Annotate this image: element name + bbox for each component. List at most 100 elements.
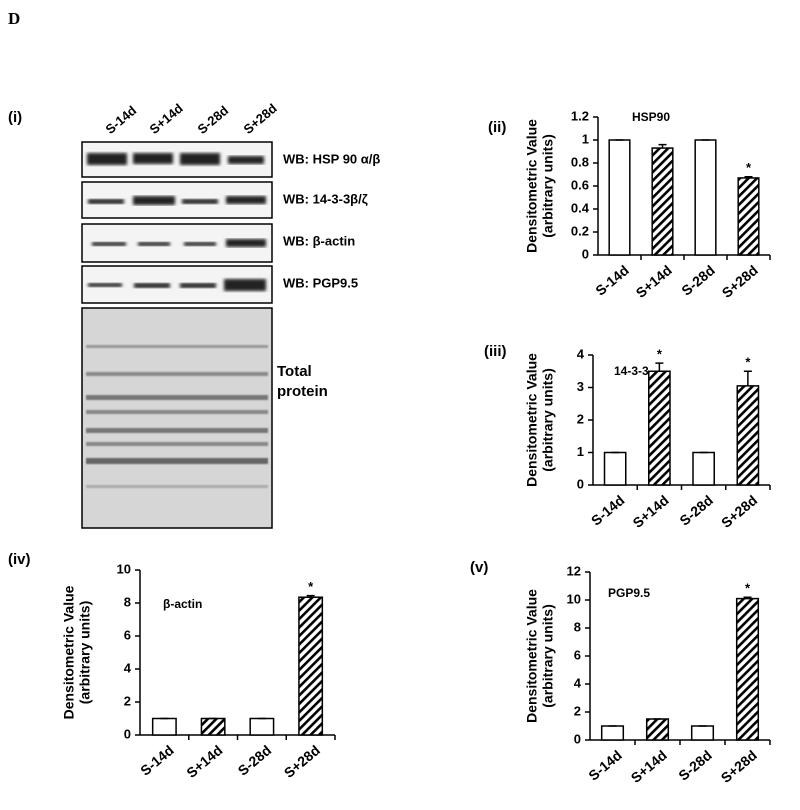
error-bar	[744, 176, 753, 178]
y-axis-label: Densitometric Value	[524, 589, 540, 723]
x-tick-label: S-28d	[676, 492, 715, 529]
significance-marker: *	[657, 347, 663, 362]
bar	[608, 139, 631, 256]
y-tick-label: 0.2	[571, 223, 589, 238]
y-axis-label: Densitometric Value	[524, 119, 540, 253]
error-bar	[743, 370, 752, 386]
chart-title: HSP90	[632, 110, 670, 124]
total-protein-bands	[86, 345, 268, 488]
y-tick-label: 0.8	[571, 154, 589, 169]
error-bar	[306, 594, 315, 598]
y-tick-label: 3	[577, 379, 584, 394]
bar	[651, 147, 674, 256]
lane-labels: S-14d S+14d S-28d S+28d	[102, 101, 279, 137]
band	[138, 242, 170, 246]
band	[134, 283, 170, 288]
bar	[694, 139, 717, 256]
x-tick-label: S-14d	[588, 492, 627, 529]
x-tick-label: S+28d	[281, 742, 323, 781]
band	[226, 239, 266, 247]
blot-row-label: WB: HSP 90 α/β	[283, 151, 380, 166]
y-axis-label: (arbitrary units)	[540, 368, 556, 471]
panel-label: (ii)	[488, 119, 506, 136]
y-tick-label: 0.6	[571, 177, 589, 192]
x-tick-label: S+28d	[718, 492, 760, 531]
x-tick-label: S+28d	[718, 747, 760, 786]
band	[226, 196, 266, 204]
y-tick-label: 1	[582, 131, 589, 146]
band	[87, 153, 127, 165]
band	[92, 242, 126, 246]
x-tick-label: S+14d	[628, 747, 670, 786]
bar	[735, 597, 760, 741]
x-tick-label: S-28d	[235, 742, 274, 779]
x-tick-label: S+14d	[183, 742, 225, 781]
total-protein-label: protein	[277, 383, 328, 400]
y-tick-label: 0	[574, 731, 581, 746]
y-axis-label: (arbitrary units)	[77, 601, 93, 704]
y-tick-label: 8	[124, 594, 131, 609]
chart-title: PGP9.5	[608, 586, 650, 600]
y-tick-label: 10	[567, 591, 581, 606]
y-tick-label: 12	[567, 563, 581, 578]
y-tick-label: 1	[577, 444, 584, 459]
significance-marker: *	[308, 579, 314, 594]
y-tick-label: 8	[574, 619, 581, 634]
y-tick-label: 2	[574, 703, 581, 718]
y-tick-label: 0	[582, 246, 589, 261]
band	[228, 156, 264, 164]
y-axis-label: (arbitrary units)	[540, 134, 556, 237]
panel-label: (iv)	[8, 551, 31, 568]
band	[88, 199, 124, 204]
blot-row-label: WB: PGP9.5	[283, 275, 358, 290]
band	[88, 283, 122, 287]
x-tick-label: S-14d	[592, 262, 631, 299]
bar	[648, 370, 671, 486]
bar	[603, 451, 627, 486]
chart-title: 14-3-3	[614, 364, 649, 378]
y-tick-label: 0.4	[571, 200, 590, 215]
panel-label: (iii)	[484, 343, 507, 360]
panel-label: (i)	[8, 109, 22, 126]
y-tick-label: 10	[117, 561, 131, 576]
chart-title: β-actin	[163, 597, 202, 611]
band	[133, 196, 175, 205]
y-tick-label: 0	[577, 476, 584, 491]
x-tick-label: S+14d	[633, 262, 675, 301]
bar	[737, 177, 760, 256]
x-tick-label: S-14d	[585, 747, 624, 784]
blot-row-label: WB: β-actin	[283, 233, 355, 248]
y-tick-label: 2	[577, 411, 584, 426]
x-tick-label: S+28d	[719, 262, 761, 301]
total-protein-box	[81, 307, 273, 529]
y-tick-label: 2	[124, 693, 131, 708]
y-axis-label: Densitometric Value	[61, 585, 77, 719]
y-tick-label: 6	[124, 627, 131, 642]
significance-marker: *	[745, 581, 751, 596]
y-tick-label: 6	[574, 647, 581, 662]
bar	[692, 451, 715, 486]
total-protein-label: Total	[277, 363, 312, 380]
lane-label: S+28d	[240, 101, 279, 137]
band	[224, 279, 266, 291]
lane-label: S+14d	[146, 101, 185, 137]
band	[182, 199, 218, 204]
error-bar	[658, 143, 667, 149]
y-tick-label: 4	[577, 346, 585, 361]
x-tick-label: S-28d	[675, 747, 714, 784]
bar	[151, 717, 177, 736]
y-tick-label: 0	[124, 726, 131, 741]
x-tick-label: S-28d	[678, 262, 717, 299]
y-tick-label: 1.2	[571, 108, 589, 123]
band	[184, 242, 216, 246]
bar	[600, 725, 625, 741]
blot-row-label: WB: 14-3-3β/ζ	[283, 191, 368, 206]
y-axis-label: Densitometric Value	[524, 353, 540, 487]
y-tick-label: 4	[574, 675, 582, 690]
x-tick-label: S+14d	[630, 492, 672, 531]
x-tick-label: S-14d	[137, 742, 176, 779]
bar	[298, 596, 324, 736]
lane-label: S-14d	[102, 103, 139, 137]
significance-marker: *	[745, 355, 751, 370]
